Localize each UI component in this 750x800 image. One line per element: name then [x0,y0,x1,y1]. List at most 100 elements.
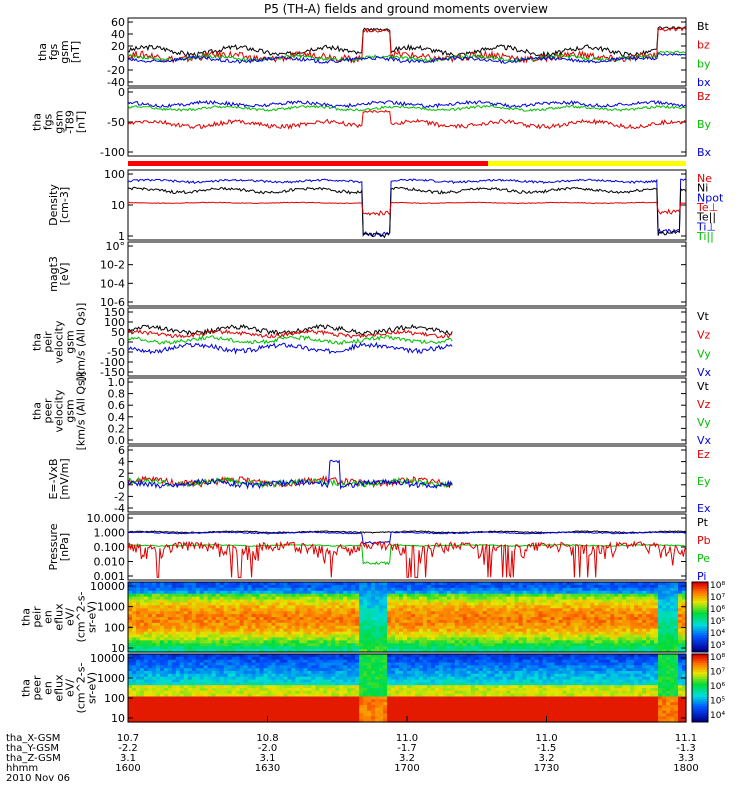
heat-cell [140,637,145,641]
heat-cell [678,587,683,592]
heat-cell [283,596,288,601]
heat-cell [191,619,197,624]
heat-cell [267,668,273,672]
heat-cell [275,622,281,627]
heat-cell [247,649,253,653]
heat-cell [446,619,452,624]
heat-cell [594,631,599,636]
heat-cell [191,617,197,621]
y-tick-label: 1.000 [94,527,126,540]
heat-cell [335,628,340,633]
heat-cell [315,584,320,589]
heat-cell [215,619,221,624]
heat-cell [159,587,165,592]
heat-cell [411,625,416,630]
heat-cell [626,637,631,641]
heat-cell [239,662,245,666]
heat-cell [255,602,261,606]
heat-cell [219,716,225,720]
heat-cell [383,631,388,636]
heat-cell [235,671,241,675]
heat-cell [271,716,277,720]
heat-cell [602,584,607,589]
heat-cell [267,587,273,592]
heat-cell [247,688,253,692]
heat-cell [562,619,567,624]
heat-cell [215,605,221,609]
heat-cell [546,617,552,621]
heat-cell [574,622,579,627]
heat-cell [558,619,564,624]
heat-cell [598,611,603,615]
heat-cell [136,716,141,720]
heat-cell [450,637,456,641]
heat-cell [415,622,420,627]
heat-cell [243,713,249,717]
heat-cell [442,593,448,598]
heat-cell [263,593,269,598]
heat-cell [247,719,253,723]
heat-cell [327,713,332,717]
heat-cell [267,654,273,658]
heat-cell [662,596,667,601]
heat-cell [239,676,245,681]
heat-cell [215,713,221,717]
heat-cell [534,593,540,598]
heat-cell [522,622,528,627]
panel-frame [127,307,687,377]
heat-cell [167,599,173,603]
heat-cell [295,713,300,717]
heat-cell [387,605,392,609]
heat-cell [618,646,623,650]
heat-cell [140,705,145,709]
heat-cell [383,640,388,644]
heat-cell [251,646,257,650]
heat-cell [251,619,257,624]
heat-cell [415,631,420,636]
heat-cell [602,622,607,627]
heat-cell [271,619,277,624]
heat-cell [586,631,591,636]
heat-cell [534,649,540,653]
heat-cell [195,690,201,695]
heat-cell [327,696,332,700]
heat-cell [247,690,253,695]
heat-cell [140,631,145,636]
heat-cell [474,637,480,641]
heat-cell [203,654,209,658]
heat-cell [295,699,300,703]
heat-cell [343,719,348,723]
heat-cell [151,668,157,672]
heat-cell [295,705,300,709]
heat-cell [582,587,587,592]
heat-cell [303,665,308,669]
heat-cell [335,593,340,598]
heat-cell [267,713,273,717]
heat-cell [371,649,376,653]
heat-cell [430,643,436,647]
y-axis-label: thapeervelocitygsm[km/s (All Qs)] [31,372,88,451]
heat-cell [155,634,161,638]
heat-cell [171,668,177,672]
heat-cell [143,696,149,700]
heat-cell [522,619,528,624]
heat-cell [634,611,639,615]
heat-cell [478,602,484,606]
heat-cell [199,696,205,700]
heat-cell [251,685,257,689]
heat-cell [307,702,312,706]
heat-cell [387,617,392,621]
heat-cell [271,659,277,664]
heat-cell [203,668,209,672]
heat-cell [670,631,675,636]
heat-cell [303,587,308,592]
heat-cell [399,593,404,598]
heat-cell [287,614,292,618]
heat-cell [163,702,169,706]
heat-cell [506,590,512,595]
heat-cell [319,587,324,592]
heat-cell [582,599,587,603]
heat-cell [458,599,464,603]
heat-cell [215,649,221,653]
heat-cell [151,602,157,606]
